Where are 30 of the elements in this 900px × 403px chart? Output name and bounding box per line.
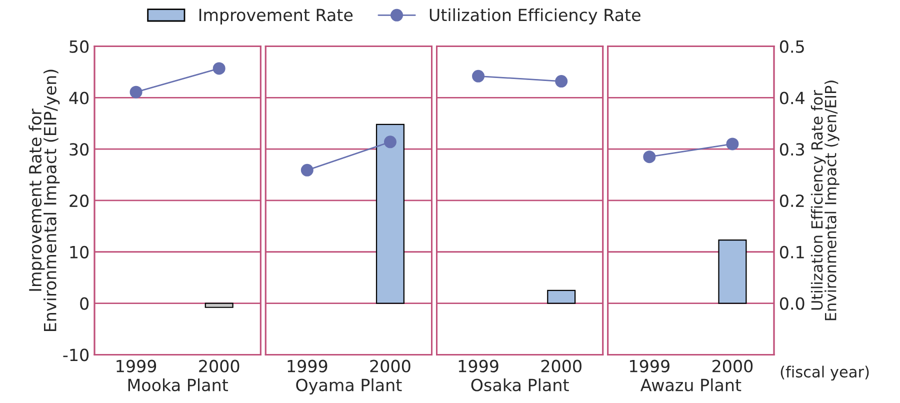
- y-tick-label: 0: [80, 297, 89, 310]
- x-axis-title: Oyama Plant: [296, 378, 402, 395]
- y2-tick-label: 0.0: [780, 297, 804, 310]
- y-tick-label: 50: [70, 40, 89, 53]
- y-tick-label: -10: [63, 348, 89, 362]
- x-axis-title: Osaka Plant: [471, 378, 569, 392]
- y2-tick-label: 0.4: [780, 92, 804, 104]
- y-tick-label: 20: [70, 194, 89, 208]
- y2-tick-label: 0.1: [780, 246, 804, 258]
- x-tick-label: 2000: [199, 360, 240, 372]
- x-axis-title: Mooka Plant: [128, 378, 228, 392]
- legend-label: Utilization Efficiency Rate: [430, 8, 640, 24]
- x-tick-label: 1999: [288, 360, 328, 372]
- x-tick-label: 2000: [712, 360, 753, 372]
- x-tick-label: 1999: [458, 360, 498, 372]
- y2-tick-label: 0.5: [780, 40, 804, 53]
- x-tick-label: 2000: [541, 360, 582, 372]
- x-tick-label: 2000: [370, 360, 410, 372]
- legend-label: Improvement Rate: [199, 8, 353, 24]
- y2-axis-title: Utilization Efficiency Rate for Environmental Impact (yen/EIP): [810, 80, 840, 320]
- y2-tick-label: 0.3: [780, 143, 804, 156]
- y2-tick-label: 0.2: [780, 194, 804, 208]
- x-tick-label: 1999: [116, 360, 156, 372]
- x-axis-title: Awazu Plant: [640, 378, 742, 392]
- y-tick-label: 10: [70, 246, 89, 258]
- x-tick-label: 1999: [630, 360, 670, 372]
- y-axis-title: Improvement Rate for Environmental Impact (EIP/yen): [28, 70, 60, 332]
- y-tick-label: 30: [70, 143, 89, 156]
- y-tick-label: 40: [69, 92, 89, 104]
- text: (fiscal year): [780, 366, 869, 381]
